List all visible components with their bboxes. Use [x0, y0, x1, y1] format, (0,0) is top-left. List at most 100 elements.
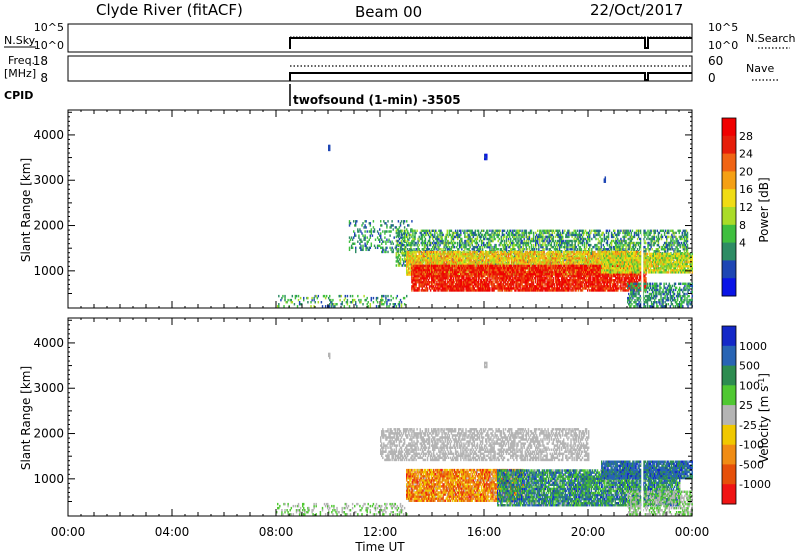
data-cell [403, 236, 406, 239]
data-cell [542, 243, 544, 247]
data-cell [389, 230, 391, 233]
data-cell [606, 243, 609, 247]
data-cell [590, 231, 592, 235]
data-cell [380, 236, 382, 239]
data-cell [360, 301, 362, 304]
data-cell [532, 243, 535, 247]
data-cell [448, 229, 451, 233]
data-cell [549, 235, 551, 239]
data-cell [359, 242, 361, 245]
data-cell [400, 220, 403, 223]
data-cell [505, 248, 508, 251]
data-cell [519, 245, 521, 249]
data-cell [488, 250, 490, 254]
data-cell [583, 243, 586, 247]
data-cell [528, 248, 531, 251]
data-cell [420, 229, 423, 233]
data-cell [505, 241, 508, 245]
data-cell [397, 252, 400, 255]
data-cell [437, 243, 439, 247]
data-cell [369, 236, 372, 239]
data-cell [402, 296, 405, 300]
data-cell [470, 241, 472, 245]
data-cell [490, 233, 492, 237]
data-cell [658, 245, 661, 249]
data-cell [423, 243, 426, 247]
data-cell [432, 233, 434, 237]
data-cell [460, 229, 462, 233]
data-cell [365, 298, 367, 302]
data-cell [299, 303, 302, 306]
data-cell [293, 303, 296, 306]
data-cell [399, 256, 402, 259]
data-cell [351, 246, 354, 250]
data-cell [666, 237, 668, 241]
data-cell [426, 231, 429, 235]
data-cell [505, 250, 508, 253]
data-cell [436, 231, 438, 235]
data-cell [538, 243, 540, 247]
data-cell [395, 235, 398, 239]
data-cell [348, 222, 351, 225]
data-cell [599, 229, 601, 233]
data-cell [360, 244, 362, 248]
data-cell [512, 229, 514, 233]
data-cell [662, 229, 665, 233]
data-cell [494, 245, 496, 249]
data-cell [474, 229, 477, 233]
data-cell [295, 294, 298, 298]
data-cell [543, 229, 545, 233]
data-cell [516, 243, 518, 247]
data-cell [546, 235, 548, 239]
data-cell [417, 245, 419, 249]
data-cell [411, 228, 413, 231]
data-cell [348, 224, 351, 227]
data-cell [402, 236, 405, 239]
data-cell [436, 241, 438, 245]
data-cell [517, 241, 519, 245]
data-cell [444, 239, 446, 243]
data-cell [361, 240, 363, 243]
data-cell [585, 243, 588, 247]
data-cell [467, 233, 469, 237]
data-cell [391, 250, 393, 254]
data-cell [411, 248, 413, 252]
data-cell [409, 236, 411, 239]
data-cell [491, 237, 493, 241]
data-cell [447, 239, 450, 243]
data-cell [433, 245, 435, 249]
data-cell [529, 229, 532, 233]
data-cell [468, 237, 470, 241]
data-cell [353, 230, 355, 233]
data-cell [544, 231, 546, 235]
data-cell [316, 296, 319, 300]
data-cell [458, 248, 460, 251]
data-cell [411, 229, 413, 233]
data-cell [439, 229, 441, 233]
data-cell [545, 243, 547, 247]
data-cell [331, 303, 333, 306]
data-cell [388, 230, 390, 233]
data-cell [460, 237, 462, 241]
data-cell [291, 301, 294, 304]
data-cell [370, 244, 373, 248]
data-cell [424, 231, 427, 235]
data-cell [412, 229, 414, 233]
data-cell [348, 220, 351, 223]
data-cell [451, 231, 454, 235]
data-cell [391, 246, 393, 250]
data-cell [412, 231, 414, 235]
data-cell [392, 228, 394, 231]
data-cell [513, 243, 515, 247]
data-cell [510, 241, 512, 245]
data-cell [527, 239, 530, 243]
data-cell [381, 238, 383, 241]
data-cell [511, 233, 513, 237]
data-cell [399, 243, 402, 247]
data-cell [414, 231, 416, 235]
data-cell [478, 245, 481, 249]
data-cell [407, 243, 409, 247]
data-cell [467, 248, 469, 251]
data-cell [392, 242, 394, 245]
nsky-right-label: N.Search [746, 32, 796, 45]
